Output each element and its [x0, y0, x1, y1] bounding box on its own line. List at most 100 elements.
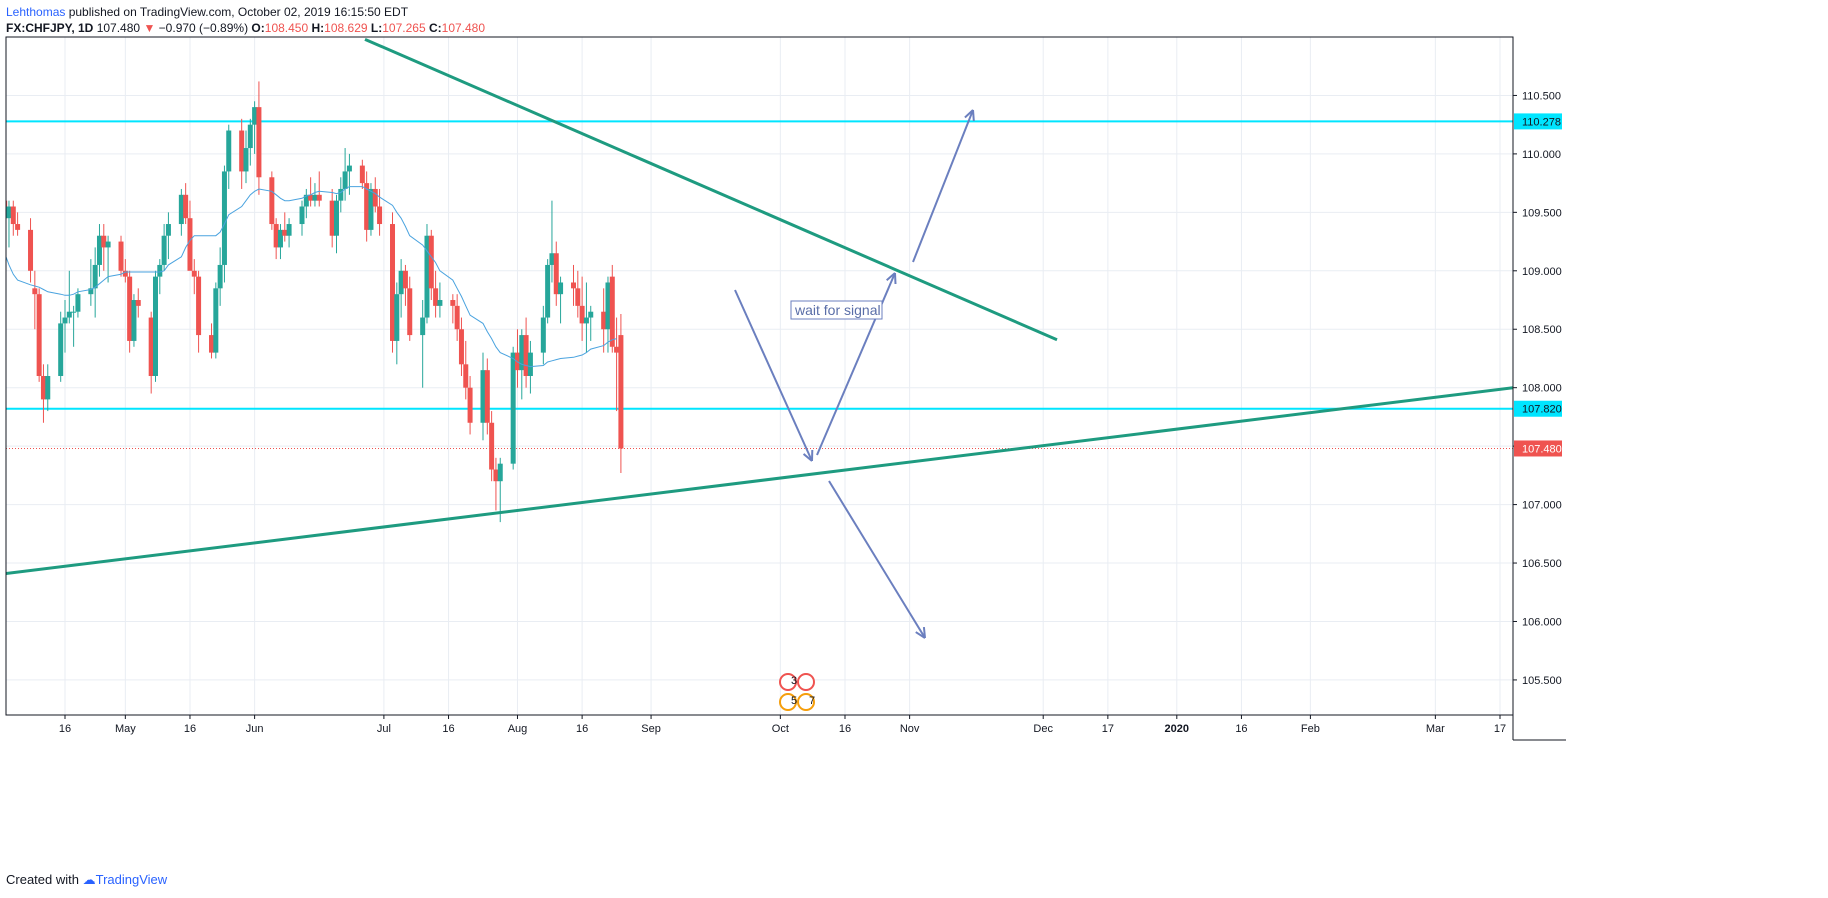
x-tick-label: Jun [246, 723, 264, 735]
candle-body [122, 270, 128, 277]
candle-body [127, 276, 133, 341]
event-marker-icon [797, 673, 815, 691]
candle-body [480, 370, 486, 423]
candle-body [454, 305, 460, 330]
open-value: 108.450 [264, 21, 309, 35]
candle-body [221, 171, 227, 265]
candles [6, 81, 624, 523]
candle-body [346, 165, 352, 172]
lower-trendline [6, 386, 1513, 576]
event-marker-count: 7 [809, 695, 815, 707]
ohlc-legend: FX:CHFJPY, 1D 107.480 ▼ −0.970 (−0.89%) … [6, 20, 485, 36]
annotation-box [790, 300, 883, 320]
author-link[interactable]: Lehthomas [6, 5, 66, 19]
symbol-label[interactable]: FX:CHFJPY, 1D [6, 21, 94, 35]
price-label: 107.820 [1522, 404, 1562, 416]
price-label: 110.278 [1522, 116, 1561, 128]
candle-body [118, 241, 124, 271]
candle-body [135, 300, 141, 306]
candle-body [71, 311, 77, 313]
x-tick-label: Oct [772, 723, 789, 735]
candle-body [489, 422, 495, 470]
candle-body [493, 469, 499, 482]
candle-body [463, 364, 469, 388]
plot-area: wait for signal [6, 37, 1513, 639]
candle-body [368, 188, 374, 230]
arrow-line [828, 480, 926, 639]
candle-body [58, 323, 64, 376]
candle-body [183, 194, 189, 219]
high-value: 108.629 [324, 21, 368, 35]
arrow-head [964, 109, 974, 119]
close-label: C: [428, 21, 442, 35]
footer: Created with ☁TradingView [6, 871, 167, 889]
time-axis: 16 May 16 Jun Jul 16 Aug 16 Sep Oct 16 Nov Dec 17 2020… [59, 715, 1506, 735]
y-tick-label: 107.000 [1522, 500, 1562, 512]
candle-body [105, 241, 111, 248]
y-tick-label: 108.500 [1522, 324, 1562, 336]
grid [6, 37, 1513, 715]
candle-body [333, 200, 339, 236]
x-tick-label: 16 [184, 723, 196, 735]
arrows [734, 109, 975, 639]
candle-body [269, 177, 275, 225]
close-value: 107.480 [441, 21, 486, 35]
tradingview-brand[interactable]: TradingView [95, 872, 168, 887]
candle-body [342, 171, 348, 189]
price-change: −0.970 (−0.89%) [158, 21, 249, 35]
event-marker-count: 3 [791, 675, 797, 687]
candle-body [398, 270, 404, 295]
candle-body [308, 194, 314, 201]
candle-body [583, 317, 589, 324]
down-arrow-icon: ▼ [143, 21, 156, 35]
candle-body [252, 107, 258, 125]
y-tick-label: 106.500 [1522, 558, 1562, 570]
arrow-line [816, 272, 896, 456]
arrow-head [886, 272, 896, 281]
candle-body [364, 183, 370, 230]
candle-body [131, 300, 137, 341]
candle-body [196, 276, 202, 336]
x-tick-label: Sep [641, 723, 661, 735]
candle-body [6, 206, 12, 219]
candle-body [32, 288, 38, 295]
candle-body [549, 253, 555, 265]
candle-body [394, 294, 400, 341]
candle-body [540, 317, 546, 353]
candle-body [519, 335, 525, 371]
candle-body [165, 224, 171, 236]
high-label: H: [311, 21, 325, 35]
candle-body [286, 224, 292, 236]
price-axis: 110.500 110.000 109.500 109.000 108.500 108.0… [1513, 90, 1562, 687]
candle-body [601, 311, 607, 330]
candle-body [575, 288, 581, 306]
x-tick-label: Jul [377, 723, 391, 735]
y-tick-label: 109.500 [1522, 207, 1562, 219]
x-tick-label: 16 [1235, 723, 1247, 735]
candle-body [484, 370, 490, 423]
tradingview-logo-icon[interactable]: ☁ [82, 872, 96, 887]
candle-body [161, 235, 167, 265]
candle-body [458, 329, 464, 365]
candle-body [45, 376, 51, 400]
candle-body [467, 387, 473, 423]
last-price: 107.480 [96, 21, 141, 35]
candle-body [191, 270, 197, 277]
candle-body [497, 463, 503, 482]
open-label: O: [251, 21, 265, 35]
y-tick-label: 105.500 [1522, 675, 1562, 687]
x-tick-label: 17 [1494, 723, 1506, 735]
candle-body [618, 335, 624, 449]
candle-body [402, 270, 408, 289]
arrow-line [734, 289, 813, 462]
x-tick-label: Aug [508, 723, 528, 735]
candle-body [605, 282, 611, 330]
candle-body [209, 335, 215, 353]
candle-body [303, 194, 309, 207]
event-marker-count: 5 [791, 695, 797, 707]
arrow-head [915, 631, 926, 639]
event-marker-icon [779, 673, 797, 691]
candle-body [247, 124, 253, 149]
candle-body [372, 188, 378, 207]
